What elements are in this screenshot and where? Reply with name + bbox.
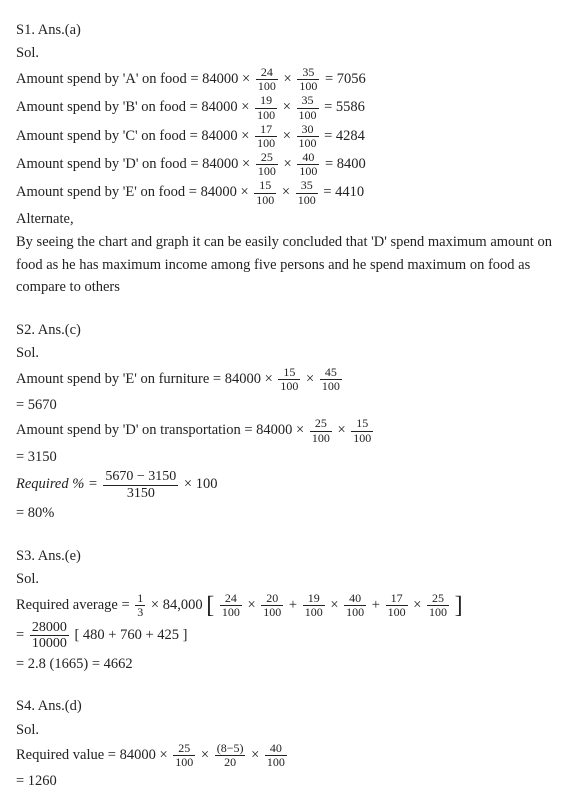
right-bracket: ] [455, 592, 463, 618]
fraction: 15100 [254, 179, 276, 206]
term: 24100 × 20100 [218, 597, 285, 613]
fraction: 17100 [386, 592, 408, 619]
s4-line1: Required value = 84000 × 25100 × (8−5)20… [16, 742, 572, 769]
s1-calc-lines: Amount spend by 'A' on food = 84000 × 24… [16, 66, 572, 207]
calc-pre: Amount spend by 'E' on food = 84000 × [16, 184, 252, 200]
mult: × [279, 99, 294, 115]
mult: × [201, 747, 213, 763]
calc-eq: = 4410 [320, 184, 364, 200]
s2-r3: = 80% [16, 502, 572, 524]
mult: × [244, 597, 259, 613]
fraction: 35100 [296, 179, 318, 206]
mult: × [337, 422, 349, 438]
s2-req-label: Required % = [16, 477, 101, 493]
fraction: 40100 [265, 742, 287, 769]
fraction: 25100 [256, 151, 278, 178]
fraction: 20100 [261, 592, 283, 619]
mult: × [251, 747, 263, 763]
calc-pre: Amount spend by 'C' on food = 84000 × [16, 128, 253, 144]
mult: × [327, 597, 342, 613]
plus: + [368, 597, 383, 613]
fraction: 13 [135, 592, 145, 619]
fraction: 35100 [297, 94, 319, 121]
s3-line2: = 2800010000 [ 480 + 760 + 425 ] [16, 620, 572, 652]
s2-r2: = 3150 [16, 446, 572, 468]
fraction: 19100 [255, 94, 277, 121]
term: 17100 × 25100 [384, 597, 451, 613]
term: 19100 × 40100 [301, 597, 368, 613]
s2-r1: = 5670 [16, 394, 572, 416]
mult: × [279, 128, 294, 144]
mult: × [280, 156, 295, 172]
calc-pre: Amount spend by 'D' on food = 84000 × [16, 156, 254, 172]
s1-header: S1. Ans.(a) [16, 19, 572, 41]
fraction: 25100 [173, 742, 195, 769]
fraction: 5670 − 31503150 [103, 469, 178, 501]
s2-line1: Amount spend by 'E' on furniture = 84000… [16, 366, 572, 393]
fraction: 35100 [297, 66, 319, 93]
calc-eq: = 8400 [321, 156, 365, 172]
s3-mid0: × 84,000 [151, 597, 206, 613]
s1-calc-line: Amount spend by 'D' on food = 84000 × 25… [16, 151, 572, 178]
s3-eq2pre: = [16, 627, 28, 643]
fraction: 40100 [344, 592, 366, 619]
fraction: 2800010000 [30, 620, 69, 652]
s3-sol: Sol. [16, 568, 572, 590]
s4-sol: Sol. [16, 719, 572, 741]
s4-pre: Required value = 84000 × [16, 747, 171, 763]
fraction: 15100 [351, 417, 373, 444]
s1-para: By seeing the chart and graph it can be … [16, 231, 572, 298]
s3-line1: Required average = 13 × 84,000 [ 24100 ×… [16, 592, 572, 619]
s1-calc-line: Amount spend by 'C' on food = 84000 × 17… [16, 123, 572, 150]
s1-calc-line: Amount spend by 'A' on food = 84000 × 24… [16, 66, 572, 93]
plus: + [285, 597, 300, 613]
s2-req-post: × 100 [184, 477, 218, 493]
calc-eq: = 5586 [321, 99, 365, 115]
calc-eq: = 4284 [321, 128, 365, 144]
s2-sol: Sol. [16, 342, 572, 364]
s3-r3: = 2.8 (1665) = 4662 [16, 653, 572, 675]
mult: × [278, 184, 293, 200]
mult: × [410, 597, 425, 613]
s2-required: Required % = 5670 − 31503150 × 100 [16, 469, 572, 501]
calc-eq: = 7056 [321, 71, 365, 87]
fraction: 25100 [310, 417, 332, 444]
fraction: 30100 [297, 123, 319, 150]
s2-line2: Amount spend by 'D' on transportation = … [16, 417, 572, 444]
s2-header: S2. Ans.(c) [16, 319, 572, 341]
fraction: 24100 [256, 66, 278, 93]
s4-r: = 1260 [16, 770, 572, 792]
s1-calc-line: Amount spend by 'E' on food = 84000 × 15… [16, 179, 572, 206]
fraction: 19100 [303, 592, 325, 619]
s3-eq2post: [ 480 + 760 + 425 ] [74, 627, 187, 643]
calc-pre: Amount spend by 'B' on food = 84000 × [16, 99, 253, 115]
mult: × [280, 71, 295, 87]
fraction: 45100 [320, 366, 342, 393]
fraction: 17100 [255, 123, 277, 150]
s1-calc-line: Amount spend by 'B' on food = 84000 × 19… [16, 94, 572, 121]
calc-pre: Amount spend by 'A' on food = 84000 × [16, 71, 254, 87]
mult: × [306, 371, 318, 387]
s2-l2-pre: Amount spend by 'D' on transportation = … [16, 422, 308, 438]
left-bracket: [ [206, 592, 214, 618]
s4-header: S4. Ans.(d) [16, 695, 572, 717]
fraction: 25100 [427, 592, 449, 619]
s3-terms: 24100 × 20100 + 19100 × 40100 + 17100 × … [218, 597, 451, 613]
s3-pre: Required average = [16, 597, 133, 613]
fraction: 24100 [220, 592, 242, 619]
s1-alternate: Alternate, [16, 208, 572, 230]
fraction: (8−5)20 [215, 742, 246, 769]
fraction: 15100 [278, 366, 300, 393]
s1-sol: Sol. [16, 42, 572, 64]
s2-l1-pre: Amount spend by 'E' on furniture = 84000… [16, 371, 276, 387]
s3-header: S3. Ans.(e) [16, 545, 572, 567]
fraction: 40100 [297, 151, 319, 178]
